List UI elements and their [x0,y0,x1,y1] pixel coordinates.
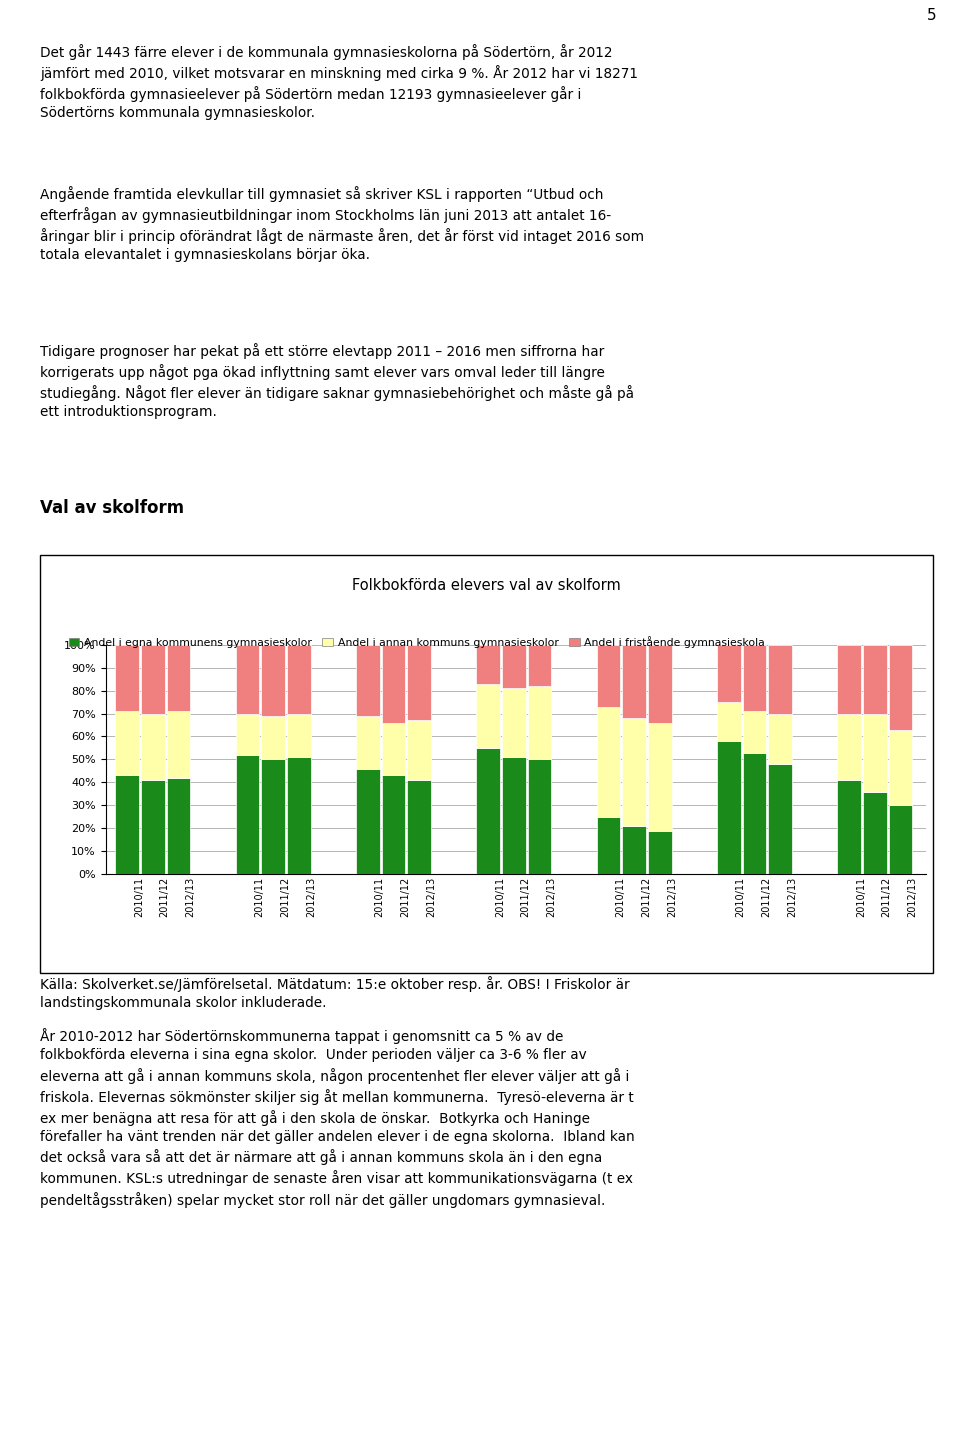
Bar [356,645,379,716]
Bar [863,713,887,791]
Bar [287,645,311,713]
Bar [115,645,139,711]
Bar [863,791,887,874]
Bar [356,768,379,874]
Text: Tidigare prognoser har pekat på ett större elevtapp 2011 – 2016 men siffrorna ha: Tidigare prognoser har pekat på ett stör… [40,343,635,420]
Bar [356,716,379,768]
Bar [622,719,646,826]
Bar [382,723,405,775]
Bar [717,645,740,701]
Bar [889,729,912,806]
Bar [476,684,500,748]
Bar [407,645,431,720]
Bar [287,713,311,756]
Bar [167,778,190,874]
Bar [382,645,405,723]
Text: Det går 1443 färre elever i de kommunala gymnasieskolorna på Södertörn, år 2012
: Det går 1443 färre elever i de kommunala… [40,44,638,121]
Text: År 2010-2012 har Södertörnskommunerna tappat i genomsnitt ca 5 % av de
folkbokfö: År 2010-2012 har Södertörnskommunerna ta… [40,1028,636,1208]
Bar [837,713,861,780]
Bar [261,645,285,716]
Bar [382,775,405,874]
Bar [115,775,139,874]
Bar [235,713,259,755]
Bar [889,645,912,729]
Bar [261,716,285,759]
Text: Källa: Skolverket.se/Jämförelsetal. Mätdatum: 15:e oktober resp. år. OBS! I Fris: Källa: Skolverket.se/Jämförelsetal. Mätd… [40,976,630,1011]
Bar [768,764,792,874]
Bar [889,806,912,874]
Bar [863,645,887,713]
Bar [287,756,311,874]
Bar [528,759,551,874]
Bar [141,713,165,780]
Text: 5: 5 [926,9,936,23]
Bar [717,741,740,874]
Bar [528,685,551,759]
Bar [141,645,165,713]
Bar [167,711,190,778]
Legend: Andel i egna kommunens gymnasieskolor, Andel i annan kommuns gymnasieskolor, And: Andel i egna kommunens gymnasieskolor, A… [64,632,770,652]
Bar [768,713,792,764]
Bar [596,645,620,707]
Bar [502,645,526,688]
Bar [407,780,431,874]
Bar [596,816,620,874]
Bar [141,780,165,874]
Text: Val av skolform: Val av skolform [40,499,184,517]
Bar [743,645,766,711]
Bar [115,711,139,775]
Bar [596,707,620,816]
Bar [622,826,646,874]
Bar [743,711,766,752]
Bar [743,752,766,874]
Bar [768,645,792,713]
Bar [648,645,672,723]
Bar [528,645,551,685]
Bar [502,756,526,874]
Bar [235,755,259,874]
Bar [648,831,672,874]
Bar [622,645,646,719]
Text: Angående framtida elevkullar till gymnasiet så skriver KSL i rapporten “Utbud oc: Angående framtida elevkullar till gymnas… [40,186,644,263]
Bar [261,759,285,874]
Bar [167,645,190,711]
Bar [476,748,500,874]
Text: Folkbokförda elevers val av skolform: Folkbokförda elevers val av skolform [352,578,621,592]
Bar [648,723,672,831]
Bar [476,645,500,684]
Bar [235,645,259,713]
Bar [502,688,526,756]
Bar [837,780,861,874]
Bar [717,701,740,741]
Bar [407,720,431,780]
Bar [837,645,861,713]
